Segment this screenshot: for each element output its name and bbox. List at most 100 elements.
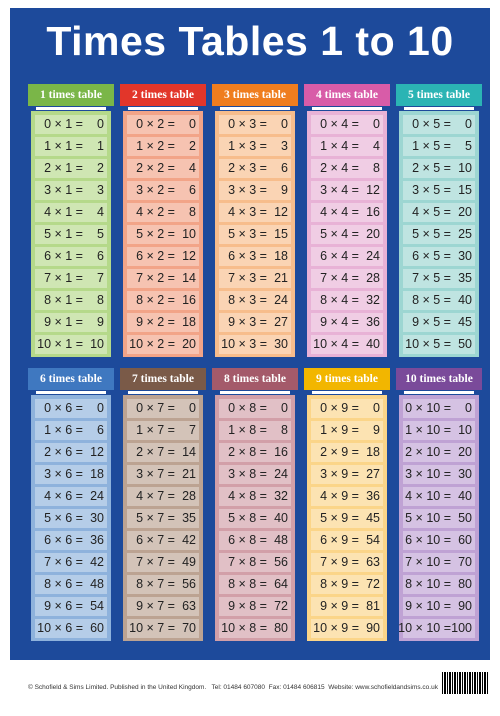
barcode xyxy=(442,672,488,694)
table-row: 5 × 2 = 10 xyxy=(127,225,199,244)
table-row: 4 × 6 = 24 xyxy=(35,487,107,506)
result: 5 xyxy=(465,139,472,153)
table-row: 1 × 4 = 4 xyxy=(311,137,383,156)
header-strip xyxy=(36,391,106,394)
result: 63 xyxy=(182,599,196,613)
result: 18 xyxy=(366,445,380,459)
result: 8 xyxy=(281,423,288,437)
table-panel: 0 × 4 = 0 1 × 4 = 4 2 × 4 = 8 3 × 4 = 12 4 × 4 =… xyxy=(307,111,387,357)
table-row: 4 × 4 = 16 xyxy=(311,203,383,222)
table-row: 0 × 8 = 0 xyxy=(219,399,291,418)
equation: 8 × 3 = xyxy=(228,293,267,307)
table-row: 7 × 7 = 49 xyxy=(127,553,199,572)
table-row: 10 × 6 = 60 xyxy=(35,619,107,638)
table-header: 8 times table xyxy=(212,368,298,390)
equation: 8 × 6 = xyxy=(44,577,83,591)
result: 36 xyxy=(90,533,104,547)
result: 100 xyxy=(451,621,472,635)
result: 48 xyxy=(274,533,288,547)
table-row: 7 × 4 = 28 xyxy=(311,269,383,288)
table-row: 9 × 9 = 81 xyxy=(311,597,383,616)
result: 0 xyxy=(465,117,472,131)
table-row: 8 × 8 = 64 xyxy=(219,575,291,594)
table-row: 3 × 8 = 24 xyxy=(219,465,291,484)
result: 6 xyxy=(281,161,288,175)
equation: 3 × 9 = xyxy=(320,467,359,481)
table-row: 3 × 10 = 30 xyxy=(403,465,475,484)
table-panel: 0 × 9 = 0 1 × 9 = 9 2 × 9 = 18 3 × 9 = 27 4 × 9 … xyxy=(307,395,387,641)
table-panel: 0 × 2 = 0 1 × 2 = 2 2 × 2 = 4 3 × 2 = 6 4 × 2 = 8… xyxy=(123,111,203,357)
result: 28 xyxy=(182,489,196,503)
header-strip xyxy=(404,391,474,394)
table-row: 3 × 1 = 3 xyxy=(35,181,107,200)
result: 30 xyxy=(458,249,472,263)
equation: 5 × 2 = xyxy=(136,227,175,241)
table-header: 3 times table xyxy=(212,84,298,106)
equation: 1 × 6 = xyxy=(44,423,83,437)
table-row: 5 × 3 = 15 xyxy=(219,225,291,244)
result: 36 xyxy=(366,489,380,503)
table-row: 5 × 8 = 40 xyxy=(219,509,291,528)
table-row: 10 × 9 = 90 xyxy=(311,619,383,638)
table-row: 8 × 1 = 8 xyxy=(35,291,107,310)
equation: 3 × 6 = xyxy=(44,467,83,481)
result: 70 xyxy=(182,621,196,635)
result: 36 xyxy=(366,315,380,329)
equation: 9 × 3 = xyxy=(228,315,267,329)
equation: 1 × 5 = xyxy=(412,139,451,153)
table-row: 2 × 6 = 12 xyxy=(35,443,107,462)
table-row: 7 × 5 = 35 xyxy=(403,269,475,288)
result: 49 xyxy=(182,555,196,569)
result: 42 xyxy=(90,555,104,569)
result: 4 xyxy=(97,205,104,219)
equation: 1 × 9 = xyxy=(320,423,359,437)
equation: 8 × 8 = xyxy=(228,577,267,591)
table-row: 5 × 9 = 45 xyxy=(311,509,383,528)
equation: 8 × 7 = xyxy=(136,577,175,591)
table-row: 3 × 2 = 6 xyxy=(127,181,199,200)
result: 35 xyxy=(458,271,472,285)
equation: 10 × 7 = xyxy=(129,621,175,635)
equation: 2 × 5 = xyxy=(412,161,451,175)
equation: 3 × 5 = xyxy=(412,183,451,197)
table-row: 1 × 9 = 9 xyxy=(311,421,383,440)
table-row: 10 × 10 = 100 xyxy=(398,619,475,638)
equation: 4 × 1 = xyxy=(44,205,83,219)
equation: 5 × 3 = xyxy=(228,227,267,241)
table-panel: 0 × 7 = 0 1 × 7 = 7 2 × 7 = 14 3 × 7 = 21 4 × 7 … xyxy=(123,395,203,641)
table-header: 4 times table xyxy=(304,84,390,106)
equation: 5 × 4 = xyxy=(320,227,359,241)
table-row: 0 × 1 = 0 xyxy=(35,115,107,134)
table-row: 6 × 6 = 36 xyxy=(35,531,107,550)
equation: 10 × 4 = xyxy=(313,337,359,351)
equation: 6 × 9 = xyxy=(320,533,359,547)
result: 50 xyxy=(458,511,472,525)
result: 4 xyxy=(189,161,196,175)
equation: 0 × 3 = xyxy=(228,117,267,131)
result: 0 xyxy=(189,117,196,131)
table-row: 7 × 8 = 56 xyxy=(219,553,291,572)
table-row: 3 × 4 = 12 xyxy=(311,181,383,200)
result: 40 xyxy=(458,489,472,503)
table-row: 8 × 7 = 56 xyxy=(127,575,199,594)
result: 80 xyxy=(274,621,288,635)
header-strip xyxy=(404,107,474,110)
header-strip xyxy=(220,107,290,110)
equation: 6 × 7 = xyxy=(136,533,175,547)
result: 3 xyxy=(281,139,288,153)
result: 64 xyxy=(274,577,288,591)
result: 60 xyxy=(90,621,104,635)
table-row: 10 × 3 = 30 xyxy=(219,335,291,354)
result: 16 xyxy=(366,205,380,219)
table-row: 2 × 9 = 18 xyxy=(311,443,383,462)
table-header: 1 times table xyxy=(28,84,114,106)
equation: 6 × 6 = xyxy=(44,533,83,547)
table-row: 10 × 7 = 70 xyxy=(127,619,199,638)
result: 12 xyxy=(366,183,380,197)
equation: 4 × 9 = xyxy=(320,489,359,503)
table-header: 5 times table xyxy=(396,84,482,106)
equation: 0 × 9 = xyxy=(320,401,359,415)
table-row: 6 × 2 = 12 xyxy=(127,247,199,266)
result: 2 xyxy=(97,161,104,175)
equation: 4 × 5 = xyxy=(412,205,451,219)
